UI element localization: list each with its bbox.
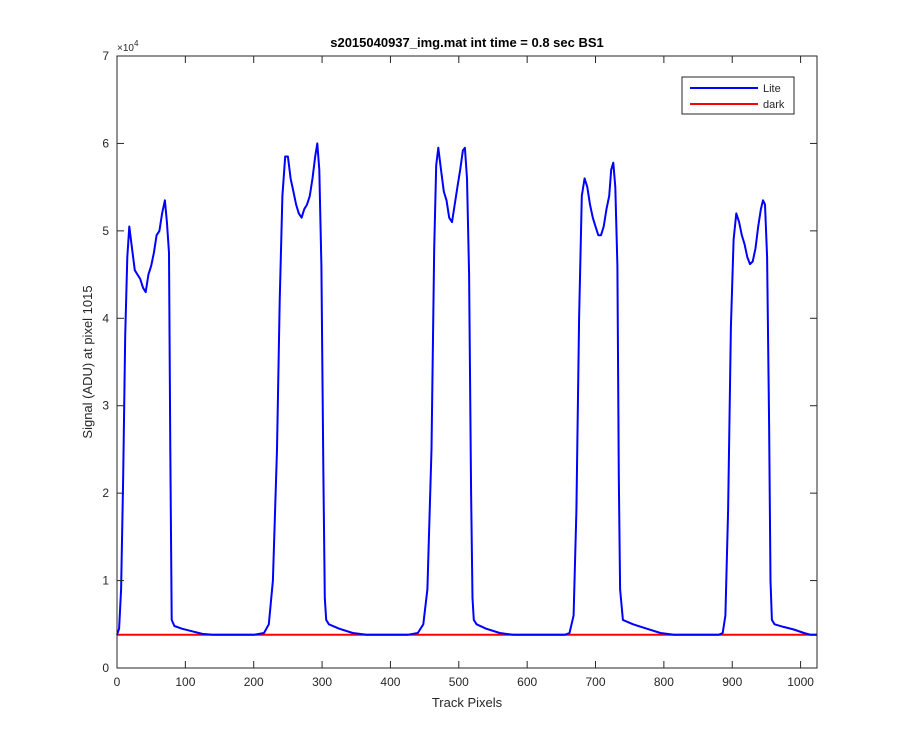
x-tick-label: 800: [654, 675, 674, 689]
x-tick-label: 0: [114, 675, 121, 689]
x-tick-label: 600: [517, 675, 537, 689]
y-tick-label: 7: [102, 49, 109, 63]
x-tick-label: 300: [312, 675, 332, 689]
y-axis-label: Signal (ADU) at pixel 1015: [80, 285, 95, 438]
x-tick-label: 700: [586, 675, 606, 689]
y-tick-label: 1: [102, 574, 109, 588]
chart-title: s2015040937_img.mat int time = 0.8 sec B…: [330, 35, 604, 50]
x-axis-ticks: 0 100 200 300 400 500 600 700 800 900 1000: [114, 56, 814, 689]
y-axis-exponent-base: ×10: [117, 43, 134, 54]
y-axis-exponent-power: 4: [134, 39, 139, 48]
series-layer: [116, 142, 817, 636]
legend-label-lite: Lite: [763, 83, 781, 95]
x-tick-label: 100: [175, 675, 195, 689]
plot-area-background: [117, 56, 817, 668]
y-tick-label: 0: [102, 661, 109, 675]
legend: Lite dark: [681, 76, 795, 115]
y-tick-label: 4: [102, 311, 109, 325]
x-tick-label: 400: [380, 675, 400, 689]
y-axis-ticks: 0 1 2 3 4 5 6 7: [102, 49, 817, 675]
y-tick-label: 6: [102, 136, 109, 150]
y-tick-label: 5: [102, 224, 109, 238]
legend-label-dark: dark: [763, 99, 785, 111]
y-axis-exponent: ×104: [117, 39, 139, 54]
series-line-lite: [116, 142, 817, 636]
x-tick-label: 200: [244, 675, 264, 689]
x-tick-label: 500: [449, 675, 469, 689]
x-tick-label: 1000: [787, 675, 814, 689]
plot-area-frame: [116, 55, 818, 669]
y-tick-label: 2: [102, 486, 109, 500]
x-axis-label: Track Pixels: [432, 695, 503, 710]
x-tick-label: 900: [722, 675, 742, 689]
legend-box: [681, 76, 795, 115]
y-tick-label: 3: [102, 399, 109, 413]
